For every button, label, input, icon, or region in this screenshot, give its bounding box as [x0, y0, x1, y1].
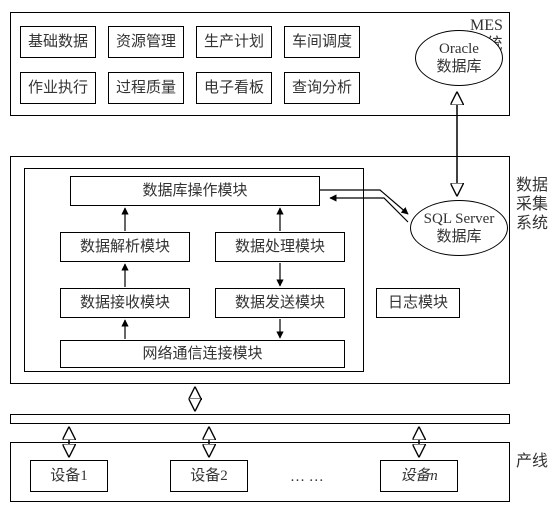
mes-module: 车间调度 — [284, 26, 360, 58]
log-module: 日志模块 — [376, 288, 460, 318]
mes-module: 基础数据 — [20, 26, 96, 58]
device-ellipsis: … … — [290, 468, 324, 486]
send-module: 数据发送模块 — [215, 288, 345, 318]
device: 设备1 — [30, 460, 108, 492]
mes-module: 过程质量 — [108, 72, 184, 104]
sqlserver-db: SQL Server数据库 — [410, 200, 508, 256]
collect-section-label: 数据采集系统 — [516, 176, 534, 234]
mes-module: 作业执行 — [20, 72, 96, 104]
mes-module: 电子看板 — [196, 72, 272, 104]
parse-module: 数据解析模块 — [60, 232, 190, 262]
recv-module: 数据接收模块 — [60, 288, 190, 318]
mes-module: 资源管理 — [108, 26, 184, 58]
db-module: 数据库操作模块 — [70, 176, 320, 206]
oracle-db-label: Oracle数据库 — [436, 40, 481, 76]
device: 设备n — [380, 460, 458, 492]
mes-module: 查询分析 — [284, 72, 360, 104]
process-module: 数据处理模块 — [215, 232, 345, 262]
net-module: 网络通信连接模块 — [60, 340, 345, 368]
line-section-label: 产线 — [516, 452, 534, 471]
bus-bar — [10, 414, 510, 424]
collect-section-label-text: 数据采集系统 — [516, 177, 548, 232]
mes-module: 生产计划 — [196, 26, 272, 58]
line-section-label-text: 产线 — [516, 453, 548, 470]
oracle-db: Oracle数据库 — [415, 30, 503, 86]
sqlserver-db-label: SQL Server数据库 — [424, 210, 495, 246]
device: 设备2 — [170, 460, 248, 492]
